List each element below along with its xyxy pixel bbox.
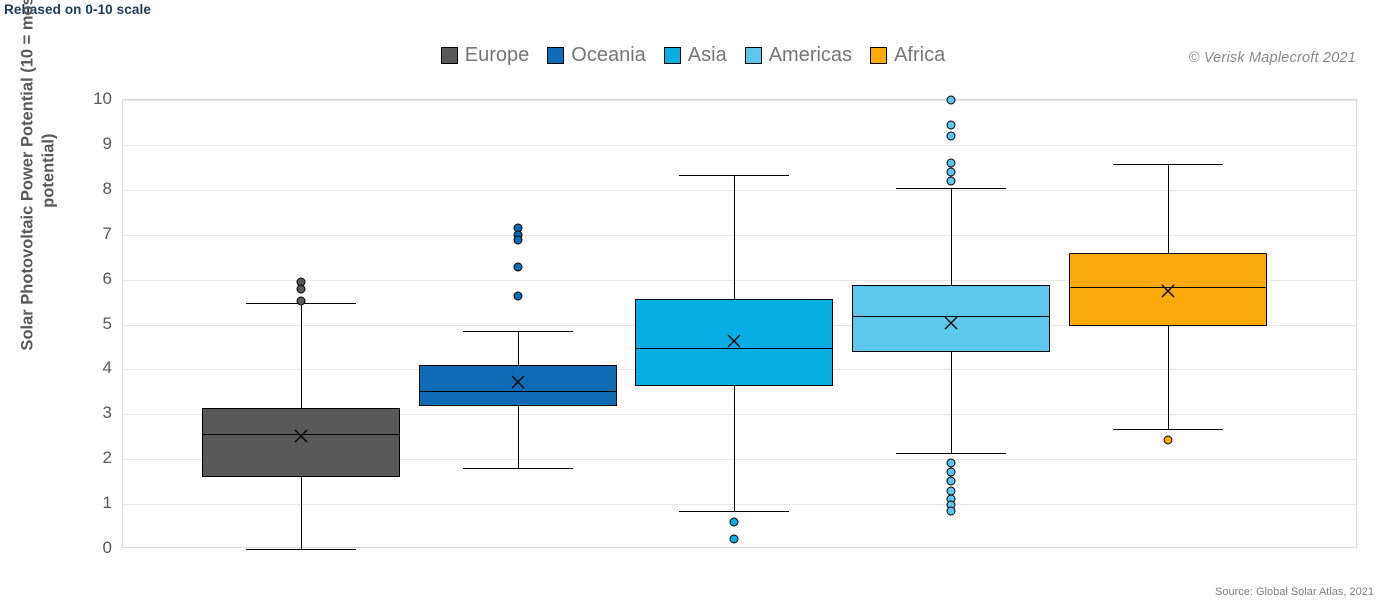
legend-item-oceania[interactable]: Oceania — [547, 45, 646, 65]
box-iqr[interactable] — [635, 298, 833, 387]
plot-area — [122, 95, 1357, 550]
y-axis-tick-label: 0 — [102, 538, 112, 557]
whisker-cap-upper — [1112, 164, 1224, 166]
box-iqr[interactable] — [1069, 252, 1267, 326]
outlier-point[interactable] — [946, 506, 956, 516]
box-iqr[interactable] — [202, 408, 400, 478]
gridline — [123, 144, 1356, 146]
y-axis-tick-label: 1 — [102, 493, 112, 513]
y-axis-tick-label: 2 — [102, 448, 112, 468]
y-axis-tick-label: 8 — [102, 178, 112, 198]
whisker-cap-lower — [1112, 429, 1224, 431]
gridline — [123, 189, 1356, 191]
boxplot-asia[interactable] — [123, 100, 1356, 547]
gridline — [123, 234, 1356, 236]
mean-marker-icon — [511, 374, 526, 389]
outlier-point[interactable] — [946, 458, 956, 468]
boxplot-africa[interactable] — [123, 100, 1356, 547]
outlier-point[interactable] — [946, 131, 956, 141]
outlier-point[interactable] — [946, 120, 956, 130]
mean-marker-icon — [1161, 283, 1176, 298]
legend-item-africa[interactable]: Africa — [870, 45, 945, 65]
whisker-cap-lower — [895, 453, 1007, 455]
legend-item-europe[interactable]: Europe — [440, 44, 530, 66]
whisker-lower — [734, 386, 735, 511]
outlier-point[interactable] — [296, 284, 306, 294]
whisker-lower — [951, 352, 952, 454]
y-axis-tick-label: 6 — [102, 268, 112, 288]
legend-swatch-icon — [870, 46, 888, 64]
whisker-upper — [518, 331, 519, 366]
legend-item-label: Europe — [464, 44, 530, 66]
outlier-point[interactable] — [946, 467, 956, 477]
boxplot-americas[interactable] — [123, 95, 1356, 547]
whisker-cap-upper — [895, 187, 1007, 189]
whisker-upper — [951, 187, 952, 285]
box-iqr[interactable] — [852, 284, 1050, 353]
box-iqr[interactable] — [419, 365, 617, 407]
mean-marker-icon — [944, 316, 959, 331]
legend-item-label: Americas — [768, 44, 853, 66]
whisker-lower — [518, 406, 519, 469]
legend-item-label: Asia — [687, 44, 727, 66]
y-axis-label: Solar Photovoltaic Power Potential (10 =… — [18, 0, 57, 351]
median-line — [419, 390, 617, 392]
whisker-upper — [734, 175, 735, 299]
outlier-point[interactable] — [729, 534, 739, 544]
legend-swatch-icon — [744, 46, 762, 64]
whisker-cap-upper — [462, 331, 574, 333]
gridline — [123, 414, 1356, 416]
whisker-lower — [1168, 325, 1169, 430]
y-axis-ticks: 0 1 2 3 4 5 6 7 8 9 10 — [66, 89, 112, 557]
outlier-point[interactable] — [946, 476, 956, 486]
copyright-notice: © Verisk Maplecroft 2021 — [1188, 50, 1356, 66]
legend-item-label: Oceania — [571, 44, 646, 66]
y-axis-tick-label: 5 — [102, 313, 112, 333]
y-axis-tick-label: 4 — [102, 358, 112, 378]
legend-swatch-icon — [547, 46, 565, 64]
y-axis-tick-label: 7 — [102, 223, 112, 243]
legend-item-asia[interactable]: Asia — [663, 44, 727, 66]
boxplot-oceania[interactable] — [123, 100, 1356, 547]
legend-item-americas[interactable]: Americas — [744, 44, 853, 66]
outlier-point[interactable] — [296, 296, 306, 306]
whisker-cap-upper — [678, 175, 790, 177]
outlier-point[interactable] — [946, 167, 956, 177]
source-note: Source: Global Solar Atlas, 2021 — [1215, 586, 1374, 598]
gridline — [123, 100, 1356, 101]
mean-marker-icon — [294, 428, 309, 443]
y-axis-tick-label: 10 — [93, 89, 112, 108]
gridline — [123, 459, 1356, 461]
legend: Europe Oceania Asia Americas Africa — [0, 45, 1386, 65]
outlier-point[interactable] — [513, 235, 523, 245]
page-title: Rebased on 0-10 scale — [4, 2, 151, 17]
outlier-point[interactable] — [946, 95, 956, 105]
median-line — [1069, 287, 1267, 289]
whisker-cap-lower — [678, 510, 790, 512]
outlier-point[interactable] — [946, 176, 956, 186]
y-axis-tick-label: 9 — [102, 133, 112, 153]
whisker-lower — [301, 477, 302, 549]
median-line — [635, 348, 833, 350]
median-line — [852, 315, 1050, 317]
legend-swatch-icon — [440, 46, 458, 64]
outlier-point[interactable] — [513, 291, 523, 301]
whisker-cap-lower — [462, 468, 574, 470]
whisker-upper — [301, 303, 302, 409]
whisker-upper — [1168, 164, 1169, 253]
outlier-point[interactable] — [729, 517, 739, 527]
legend-swatch-icon — [663, 46, 681, 64]
median-line — [202, 434, 400, 436]
y-axis-tick-label: 3 — [102, 403, 112, 423]
whisker-cap-lower — [245, 549, 357, 550]
gridline — [123, 279, 1356, 281]
mean-marker-icon — [727, 334, 742, 349]
gridline — [123, 504, 1356, 506]
boxplot-europe[interactable] — [123, 100, 1356, 550]
outlier-point[interactable] — [1163, 435, 1173, 445]
outlier-point[interactable] — [513, 262, 523, 272]
legend-item-label: Africa — [894, 44, 946, 66]
outlier-point[interactable] — [946, 158, 956, 168]
